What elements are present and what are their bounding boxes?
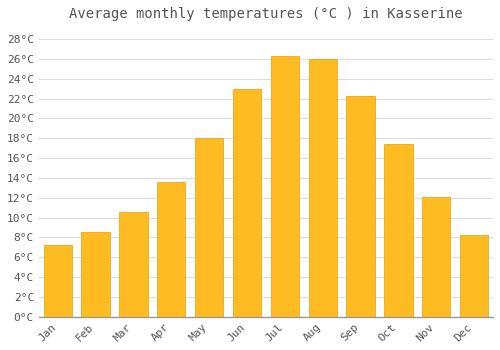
Bar xyxy=(82,232,110,317)
Bar xyxy=(44,245,72,317)
Bar xyxy=(119,212,148,317)
Bar xyxy=(270,56,299,317)
Bar xyxy=(346,96,375,317)
Bar xyxy=(460,236,488,317)
Bar xyxy=(195,138,224,317)
Bar xyxy=(422,197,450,317)
Bar xyxy=(157,182,186,317)
Bar xyxy=(308,59,337,317)
Title: Average monthly temperatures (°C ) in Kasserine: Average monthly temperatures (°C ) in Ka… xyxy=(69,7,462,21)
Bar xyxy=(233,89,261,317)
Bar xyxy=(384,144,412,317)
